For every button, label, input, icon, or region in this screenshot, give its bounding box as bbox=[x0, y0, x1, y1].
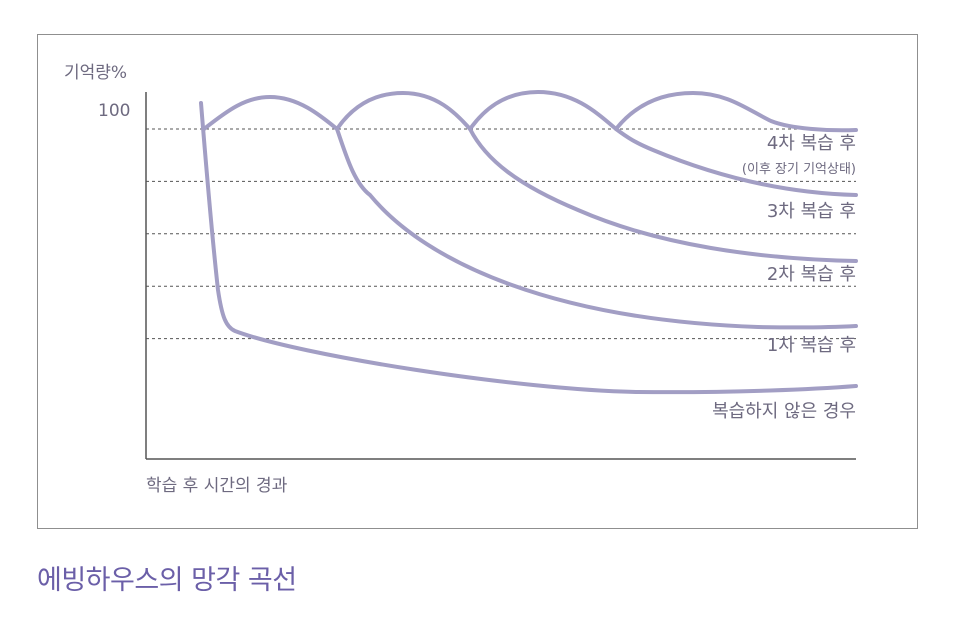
curve-review-1 bbox=[202, 94, 858, 330]
y-tick-label-100: 100 bbox=[98, 101, 130, 121]
series-label-no-review: 복습하지 않은 경우 bbox=[712, 401, 856, 422]
y-axis-label: 기억량% bbox=[64, 63, 127, 83]
forgetting-curve-chart: 기억량% 100 학습 후 시간의 경과 4차 복습 후 (이후 장기 기억상태… bbox=[64, 63, 858, 496]
figure-caption: 에빙하우스의 망각 곡선 bbox=[37, 565, 297, 596]
series-sublabel-review-4: (이후 장기 기억상태) bbox=[742, 162, 856, 177]
series-label-review-1: 1차 복습 후 bbox=[767, 335, 856, 356]
x-axis-label: 학습 후 시간의 경과 bbox=[146, 476, 288, 496]
curve-review-3 bbox=[468, 89, 858, 197]
series-label-review-3: 3차 복습 후 bbox=[767, 201, 856, 222]
curve-review-4 bbox=[614, 90, 858, 133]
gridlines bbox=[146, 128, 856, 340]
chart-frame: 기억량% 100 학습 후 시간의 경과 4차 복습 후 (이후 장기 기억상태… bbox=[37, 34, 918, 529]
series-label-review-4: 4차 복습 후 bbox=[767, 133, 856, 154]
curve-review-2 bbox=[335, 90, 858, 263]
curves bbox=[199, 89, 858, 395]
series-label-review-2: 2차 복습 후 bbox=[767, 264, 856, 285]
curve-no-review bbox=[199, 101, 858, 395]
